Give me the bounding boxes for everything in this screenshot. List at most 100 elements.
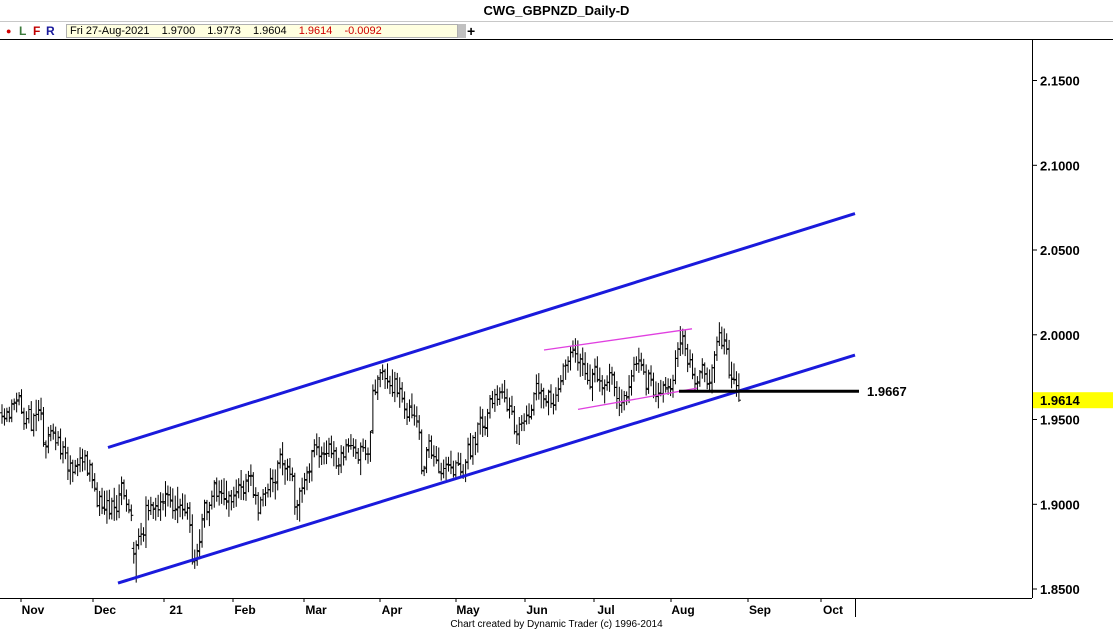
price-bar xyxy=(680,328,685,355)
price-bar xyxy=(592,358,597,383)
price-bar xyxy=(690,353,695,380)
price-bar xyxy=(546,389,551,416)
price-bar xyxy=(422,465,427,477)
price-bar xyxy=(244,473,248,501)
price-bar xyxy=(229,490,234,511)
price-bar xyxy=(146,499,151,521)
price-bar xyxy=(324,440,329,465)
price-bar xyxy=(610,366,614,385)
price-bar xyxy=(39,397,44,421)
price-bar xyxy=(590,368,595,402)
price-bar xyxy=(51,423,56,440)
add-study-icon[interactable]: + xyxy=(467,23,476,39)
price-bar xyxy=(97,490,102,516)
price-bar xyxy=(475,422,480,453)
price-bar xyxy=(692,367,697,392)
price-bar xyxy=(224,480,229,510)
price-bar xyxy=(261,489,266,507)
price-bar xyxy=(297,487,302,522)
price-chart[interactable]: 1.9667 2.1500 2.1000 2.0500 2.0000 1.9500 1.9… xyxy=(0,39,1113,617)
price-bar xyxy=(375,375,380,400)
price-bar xyxy=(558,375,563,393)
price-bar xyxy=(527,403,532,425)
price-bar xyxy=(405,402,410,425)
price-bar xyxy=(517,417,522,445)
time-tick-label: Aug xyxy=(671,603,694,617)
price-bar xyxy=(41,407,46,447)
price-bar xyxy=(305,466,309,491)
price-bar xyxy=(222,478,227,506)
price-bar xyxy=(217,480,222,506)
price-bar xyxy=(268,468,273,498)
price-bar xyxy=(488,395,492,419)
price-bar xyxy=(17,392,22,406)
price-bar xyxy=(265,483,270,498)
price-bar xyxy=(241,480,246,501)
price-bar xyxy=(719,326,724,350)
price-bar xyxy=(34,399,39,432)
price-bar xyxy=(583,352,588,380)
ohlc-readout: Fri 27-Aug-2021 1.9700 1.9773 1.9604 1.9… xyxy=(66,24,458,38)
trendlines xyxy=(107,212,856,585)
price-bar xyxy=(705,367,710,390)
price-bar xyxy=(627,375,632,404)
price-bar xyxy=(605,375,610,391)
price-bar xyxy=(70,459,75,483)
price-bar xyxy=(534,374,539,401)
price-bar xyxy=(497,387,502,405)
price-bar xyxy=(473,431,478,456)
window-title: CWG_GBPNZD_Daily-D xyxy=(0,0,1113,22)
price-bar xyxy=(478,406,483,435)
time-tick-label: Oct xyxy=(823,603,843,617)
flag-top-line xyxy=(543,328,693,351)
price-bar xyxy=(119,476,124,506)
price-bar xyxy=(156,494,161,517)
time-tick-label: 21 xyxy=(169,603,183,617)
price-bar xyxy=(714,336,719,361)
ohlc-high: 1.9773 xyxy=(207,25,241,37)
toolbar-button-l[interactable]: L xyxy=(19,24,27,38)
price-bar xyxy=(314,433,319,456)
price-bar xyxy=(727,339,732,379)
time-tick-label: May xyxy=(456,603,480,617)
price-bar xyxy=(402,391,407,419)
price-bar xyxy=(295,499,300,520)
toolbar-button-f[interactable]: F xyxy=(33,24,41,38)
price-bar xyxy=(661,381,666,403)
price-bar xyxy=(200,513,205,548)
price-bar xyxy=(209,490,214,510)
price-bar xyxy=(702,362,707,383)
price-bar xyxy=(707,369,712,391)
time-tick-label: Sep xyxy=(749,603,771,617)
price-bar xyxy=(370,384,375,434)
price-bar xyxy=(21,407,26,430)
price-bar xyxy=(239,470,244,500)
time-tick-label: Apr xyxy=(382,603,403,617)
price-bar xyxy=(351,438,356,457)
toolbar-button-r[interactable]: R xyxy=(46,24,55,38)
price-bar xyxy=(551,393,556,415)
price-bar xyxy=(36,400,41,422)
price-bar xyxy=(292,472,297,515)
price-bar xyxy=(78,447,83,473)
price-tick-label: 2.1000 xyxy=(1040,158,1080,173)
price-bar xyxy=(85,451,90,476)
price-bar xyxy=(373,379,378,396)
price-bar xyxy=(158,492,163,521)
price-bar xyxy=(312,439,317,458)
price-bar xyxy=(129,504,134,522)
price-bar xyxy=(329,435,334,459)
price-bar xyxy=(578,353,583,377)
price-bars xyxy=(0,322,741,583)
price-bar xyxy=(341,446,346,466)
price-bar xyxy=(505,388,510,412)
price-bar xyxy=(19,389,24,414)
price-bar xyxy=(512,406,517,435)
price-bar xyxy=(309,449,314,482)
price-bar xyxy=(358,442,363,476)
price-bar xyxy=(380,364,385,380)
price-bar xyxy=(346,438,351,453)
price-bar xyxy=(82,450,87,471)
price-bar xyxy=(490,390,495,409)
price-bar xyxy=(675,342,680,367)
